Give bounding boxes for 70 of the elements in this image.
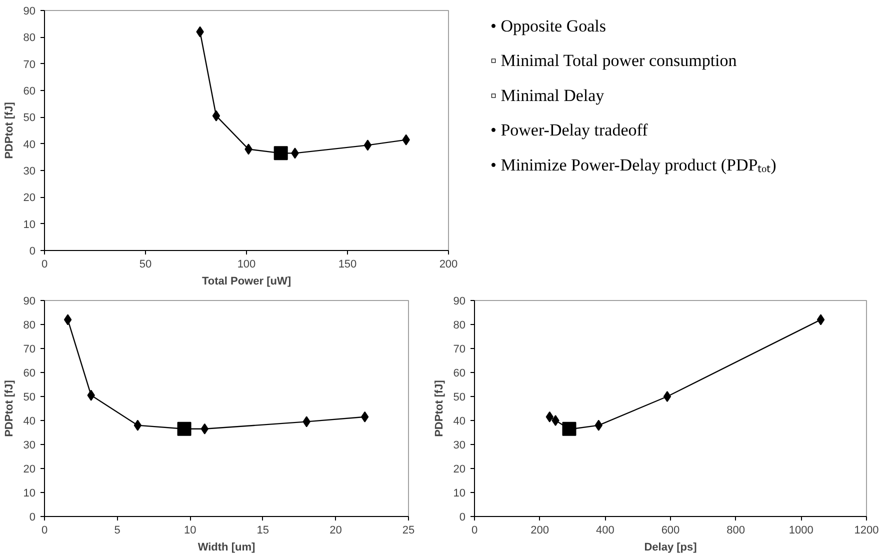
y-tick-label: 30 xyxy=(23,166,36,178)
y-axis-title: PDPtot [fJ] xyxy=(433,380,446,437)
x-axis-title: Width [um] xyxy=(198,542,256,554)
y-tick-label: 30 xyxy=(23,440,36,452)
x-tick-label: 150 xyxy=(338,258,357,270)
x-tick-label: 200 xyxy=(439,258,458,270)
x-tick-label: 1000 xyxy=(788,524,814,536)
point xyxy=(552,415,560,426)
x-tick-label: 20 xyxy=(330,524,342,536)
y-tick-label: 70 xyxy=(453,344,466,356)
x-tick-label: 800 xyxy=(726,524,746,536)
y-axis-title: PDPtot [fJ] xyxy=(3,380,16,437)
x-tick-label: 100 xyxy=(237,258,256,270)
point xyxy=(364,140,372,151)
y-tick-label: 10 xyxy=(23,218,36,231)
x-tick-label: 5 xyxy=(114,524,120,536)
text: • Power-Delay tradeoff xyxy=(490,120,648,140)
y-tick-label: 80 xyxy=(23,320,36,332)
x-tick-label: 400 xyxy=(596,524,614,536)
y-tick-label: 70 xyxy=(23,344,36,356)
point xyxy=(64,314,72,326)
y-tick-label: 0 xyxy=(29,246,36,258)
y-tick-label: 0 xyxy=(459,512,466,524)
x-tick-label: 0 xyxy=(471,524,478,536)
y-tick-label: 40 xyxy=(453,416,466,428)
y-tick-label: 40 xyxy=(23,416,36,428)
y-tick-label: 80 xyxy=(23,32,36,44)
y-tick-label: 20 xyxy=(23,192,36,204)
x-axis-title: Total Power [uW] xyxy=(202,276,292,288)
y-tick-label: 90 xyxy=(23,6,36,18)
y-tick-label: 50 xyxy=(23,112,36,124)
x-tick-label: 25 xyxy=(402,524,415,536)
text: ▫ Minimal Total power consumption xyxy=(490,51,738,70)
y-tick-label: 90 xyxy=(453,296,466,308)
y-tick-label: 60 xyxy=(453,368,466,380)
x-tick-label: 0 xyxy=(41,524,48,536)
y-tick-label: 10 xyxy=(453,488,466,500)
x-tick-label: 200 xyxy=(530,524,550,536)
y-tick-label: 50 xyxy=(453,392,466,404)
x-tick-label: 50 xyxy=(139,258,152,270)
x-tick-label: 15 xyxy=(256,524,270,536)
y-tick-label: 20 xyxy=(23,464,36,476)
y-tick-label: 30 xyxy=(453,440,466,452)
y-tick-label: 0 xyxy=(29,512,36,524)
y-tick-label: 20 xyxy=(453,464,466,476)
point xyxy=(816,314,825,326)
point xyxy=(562,422,576,436)
x-tick-label: 600 xyxy=(661,524,680,536)
y-tick-label: 80 xyxy=(453,320,466,332)
y-tick-label: 10 xyxy=(23,488,36,500)
text: • Minimize Power-Delay product (PDPₜₒₜ) xyxy=(490,155,776,174)
text: • Opposite Goals xyxy=(490,16,606,36)
x-tick-label: 10 xyxy=(184,524,196,536)
point xyxy=(134,420,142,431)
point xyxy=(360,411,369,422)
x-tick-label: 1200 xyxy=(854,524,879,536)
x-axis-title: Delay [ps] xyxy=(644,542,698,554)
y-tick-label: 90 xyxy=(23,296,36,308)
point xyxy=(663,391,672,402)
text: ▫ Minimal Delay xyxy=(490,86,605,105)
point xyxy=(274,146,288,160)
point xyxy=(177,422,192,436)
point xyxy=(212,110,220,122)
y-tick-label: 40 xyxy=(23,138,36,151)
y-axis-title: PDPtot [fJ] xyxy=(3,102,16,159)
y-tick-label: 70 xyxy=(23,58,36,71)
y-tick-label: 60 xyxy=(23,368,36,380)
y-tick-label: 50 xyxy=(23,392,36,404)
x-tick-label: 0 xyxy=(41,258,48,270)
y-tick-label: 60 xyxy=(23,86,36,98)
